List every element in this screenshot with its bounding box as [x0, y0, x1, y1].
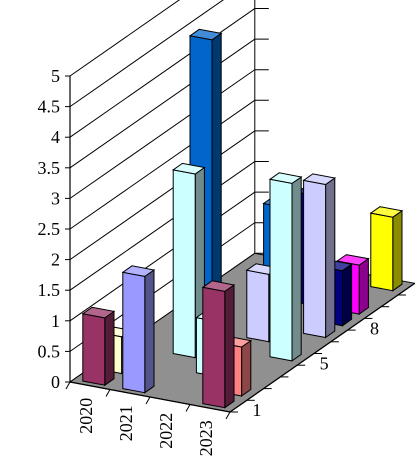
value-tick-label-10: 5	[51, 66, 60, 86]
value-tick-label-5: 2.5	[38, 219, 61, 239]
gridline-7	[69, 38, 269, 169]
value-tick-label-1: 0.5	[38, 341, 61, 361]
bar-side-face	[341, 263, 353, 327]
depth-tick-label-0: 1	[252, 400, 261, 420]
value-tick-label-2: 1	[51, 311, 60, 331]
category-tick-label-2: 2022	[156, 413, 176, 449]
chart-tick-labels: 0 0.5 1 1.5 2 2.5 3 3.5 4 4.5 5 2020 2021 2022 2023 1 5 8…	[38, 66, 380, 456]
category-tick-label-3: 2023	[196, 420, 216, 456]
bar-top-face	[302, 173, 337, 186]
bar-front-face	[172, 169, 196, 359]
value-tick-label-3: 1.5	[38, 280, 61, 300]
bar-top-face	[121, 265, 156, 277]
bar-1	[121, 265, 156, 394]
bar-front-face	[82, 313, 106, 386]
bar-front-face	[303, 179, 327, 339]
bar-side-face	[144, 269, 155, 394]
value-tick-label-0: 0	[51, 372, 60, 392]
bar-side-face	[392, 209, 403, 292]
gridline-6	[69, 69, 269, 199]
category-tick-mark-1	[105, 389, 111, 397]
gridline-9	[69, 0, 224, 108]
bar-15	[369, 206, 404, 292]
value-tick-label-4: 2	[51, 250, 60, 270]
category-tick-label-1: 2021	[116, 405, 136, 441]
bar-front-face	[370, 212, 394, 292]
bar-0	[81, 306, 116, 387]
chart-axes	[65, 75, 415, 420]
bar-8	[268, 172, 303, 362]
bar-side-face	[224, 284, 235, 409]
bar-side-face	[291, 176, 302, 362]
gridline-8	[69, 8, 269, 138]
bar-6	[171, 162, 206, 359]
bar-side-face	[104, 310, 115, 387]
chart-bars	[81, 28, 404, 409]
bar-side-face	[241, 339, 252, 397]
depth-tick-label-2: 8	[370, 318, 379, 338]
depth-axis-line	[229, 282, 415, 413]
category-tick-label-0: 2020	[76, 398, 96, 434]
category-tick-mark-2	[145, 396, 151, 405]
bar-front-face	[122, 271, 146, 394]
gridline-4	[69, 130, 269, 261]
bar-11	[302, 173, 337, 339]
bar-top-face	[369, 206, 404, 218]
value-tick-label-6: 3	[51, 188, 60, 208]
gridline-10	[69, 0, 181, 77]
depth-tick-label-1: 5	[320, 353, 329, 373]
bar-top-face	[201, 280, 236, 292]
bar-side-face	[325, 177, 336, 339]
category-tick-mark-0	[65, 381, 71, 390]
category-tick-mark-4	[225, 411, 231, 420]
bar-2	[201, 280, 236, 409]
gridline-5	[69, 99, 269, 230]
value-tick-label-8: 4	[51, 127, 60, 147]
bar-top-face	[81, 306, 116, 319]
bar-front-face	[269, 178, 293, 362]
value-tick-label-9: 4.5	[38, 97, 61, 117]
bar-front-face	[202, 286, 226, 409]
value-tick-label-7: 3.5	[38, 158, 61, 178]
bar-top-face	[171, 162, 206, 175]
bar-top-face	[188, 28, 223, 41]
bar-side-face	[358, 257, 369, 316]
category-tick-mark-3	[185, 404, 191, 412]
bar-front-face	[246, 269, 270, 343]
bar-top-face	[268, 172, 303, 184]
